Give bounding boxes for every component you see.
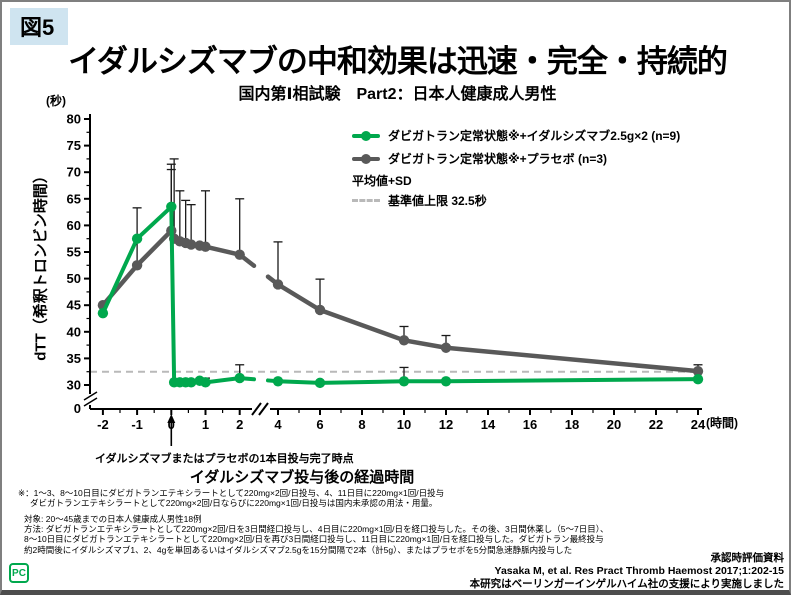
svg-text:2: 2 [236,417,243,432]
page-title: イダルシズマブの中和効果は迅速・完全・持続的 [68,44,728,79]
footnote-method-line: 8～10日目にダビガトランエテキシラートとして220mg×2回/日を再び3日間経… [24,534,604,545]
svg-text:30: 30 [67,378,81,393]
svg-text:0: 0 [168,417,175,432]
svg-text:14: 14 [481,417,496,432]
svg-text:6: 6 [316,417,323,432]
approval-source-label: 承認時評価資料 [710,552,785,564]
green-line-marker-icon [352,133,380,138]
svg-text:12: 12 [439,417,453,432]
svg-text:35: 35 [67,351,81,366]
svg-text:60: 60 [67,218,81,233]
dose-completion-annotation: イダルシズマブまたはプラセボの1本目投与完了時点 [95,453,354,465]
x-axis-title: イダルシズマブ投与後の経過時間 [189,469,415,486]
svg-text:40: 40 [67,324,81,339]
legend-item-placebo: ダビガトラン定常状態※+プラセボ (n=3) [352,147,680,170]
svg-text:80: 80 [67,112,81,127]
citation: Yasaka M, et al. Res Pract Thromb Haemos… [494,564,784,577]
svg-text:24: 24 [691,417,706,432]
legend-stat-note: 平均値+SD [352,170,680,190]
svg-text:8: 8 [358,417,365,432]
legend-item-idarucizumab: ダビガトラン定常状態※+イダルシズマブ2.5g×2 (n=9) [352,124,680,147]
svg-text:65: 65 [67,191,81,206]
footnotes-block: ※：1～3、8～10日目にダビガトランエテキシラートとして220mg×2回/日投… [18,488,718,555]
dashed-line-icon [352,198,380,202]
svg-text:-1: -1 [131,417,143,432]
svg-text:4: 4 [274,417,282,432]
svg-text:70: 70 [67,165,81,180]
credits-block: 承認時評価資料 Yasaka M, et al. Res Pract Throm… [284,552,784,590]
svg-text:45: 45 [67,298,81,313]
footnote-line: ※：1～3、8～10日目にダビガトランエテキシラートとして220mg×2回/日投… [18,488,445,498]
legend-label-placebo: ダビガトラン定常状態※+プラセボ (n=3) [388,152,608,166]
svg-text:1: 1 [202,417,209,432]
legend-label-idarucizumab: ダビガトラン定常状態※+イダルシズマブ2.5g×2 (n=9) [388,129,681,143]
sponsor-note: 本研究はベーリンガーインゲルハイム社の支援により実施しました [469,577,784,590]
legend-item-reference-line: 基準値上限 32.5秒 [352,190,680,210]
stat-note-label: 平均値+SD [352,173,412,188]
footnote-subjects: 対象: 20～45歳までの日本人健康成人男性18例 [24,513,202,524]
y-axis-title: dTT（希釈トロンビン時間） [32,168,50,361]
svg-text:55: 55 [67,245,81,260]
svg-text:-2: -2 [97,417,109,432]
svg-text:75: 75 [67,138,81,153]
footnote-line: ダビガトランエテキシラートとして220mg×2回/日ならびに220mg×1回/日… [30,498,438,509]
svg-text:16: 16 [523,417,537,432]
svg-text:20: 20 [607,417,621,432]
svg-text:10: 10 [397,417,411,432]
chart-legend: ダビガトラン定常状態※+イダルシズマブ2.5g×2 (n=9) ダビガトラン定常… [352,124,680,210]
legend-label-reference: 基準値上限 32.5秒 [388,193,487,208]
study-subtitle: 国内第Ⅰ相試験 Part2：日本人健康成人男性 [238,86,557,103]
y-axis-unit-label: (秒) [46,94,66,108]
svg-text:50: 50 [67,271,81,286]
footnote-method-line: 方法: ダビガトランエテキシラートとして220mg×2回/日を3日間経口投与し、… [24,524,609,535]
footnote-method-line: 約2時間後にイダルシズマブ1、2、4gを単回あるいはイダルシズマブ2.5gを15… [24,544,573,555]
svg-text:22: 22 [649,417,663,432]
svg-text:0: 0 [74,401,81,416]
x-axis-unit-label: (時間) [706,416,738,430]
pc-logo: PC [9,563,29,583]
figure-number-badge: 図5 [10,8,69,45]
svg-text:18: 18 [565,417,579,432]
gray-line-marker-icon [352,156,380,161]
